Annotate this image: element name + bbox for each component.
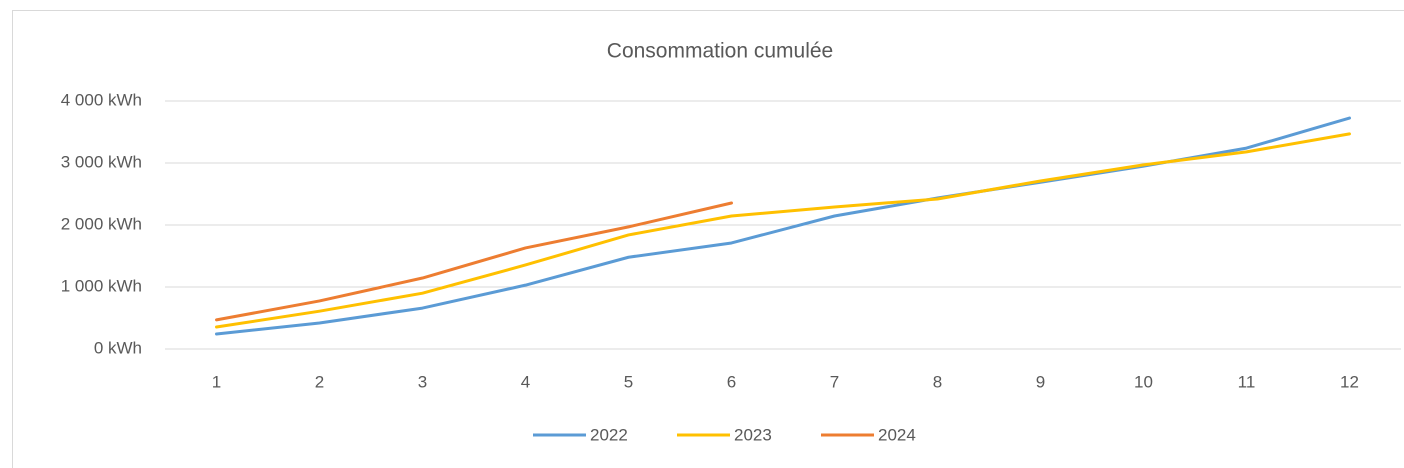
- legend-label: 2024: [878, 425, 916, 444]
- legend-label: 2023: [734, 425, 772, 444]
- x-tick-label: 3: [418, 372, 427, 391]
- x-tick-label: 10: [1134, 372, 1153, 391]
- y-tick-label: 3 000 kWh: [61, 152, 142, 171]
- x-tick-label: 5: [624, 372, 633, 391]
- x-tick-label: 4: [521, 372, 530, 391]
- x-tick-label: 2: [315, 372, 324, 391]
- y-tick-label: 0 kWh: [94, 338, 142, 357]
- x-tick-label: 1: [212, 372, 221, 391]
- x-tick-label: 12: [1340, 372, 1359, 391]
- y-tick-label: 1 000 kWh: [61, 276, 142, 295]
- x-tick-label: 6: [727, 372, 736, 391]
- y-tick-label: 2 000 kWh: [61, 214, 142, 233]
- x-tick-label: 9: [1036, 372, 1045, 391]
- chart-title: Consommation cumulée: [607, 40, 833, 63]
- x-tick-label: 8: [933, 372, 942, 391]
- x-tick-label: 7: [830, 372, 839, 391]
- legend-label: 2022: [590, 425, 628, 444]
- y-tick-label: 4 000 kWh: [61, 90, 142, 109]
- chart-frame: [12, 10, 1404, 468]
- x-tick-label: 11: [1238, 372, 1256, 391]
- series-line: [215, 201, 733, 322]
- series-line: [215, 132, 1351, 329]
